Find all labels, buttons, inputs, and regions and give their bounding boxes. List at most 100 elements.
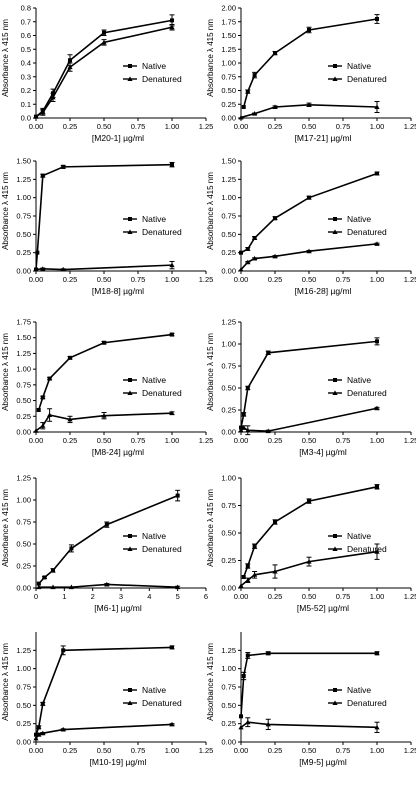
y-tick-label: 0.50 bbox=[16, 230, 31, 239]
legend: Native Denatured bbox=[123, 61, 182, 84]
chart-panel-M20-1: 0.0 0.1 0.2 0.3 0.4 0.5 0.6 0.7 0.8 0.00 0.25 0.50 0… bbox=[1, 4, 213, 144]
data-point-native bbox=[170, 162, 174, 167]
legend: Native Denatured bbox=[328, 214, 387, 237]
x-tick-label: 1 bbox=[62, 592, 66, 601]
x-tick-label: 1.00 bbox=[165, 275, 180, 284]
data-point-denatured bbox=[33, 266, 39, 272]
data-point-denatured bbox=[36, 584, 42, 590]
legend-label-denatured: Denatured bbox=[142, 74, 182, 84]
chart-panel-M17-21: 0.00 0.25 0.50 0.75 1.00 1.25 1.50 1.75 2.00 0.00… bbox=[206, 4, 416, 144]
y-tick-label: 0.75 bbox=[16, 683, 31, 692]
data-point-denatured bbox=[306, 102, 312, 107]
x-tick-label: 0.25 bbox=[268, 275, 283, 284]
y-tick-label: 0.50 bbox=[221, 701, 236, 710]
legend: Native Denatured bbox=[123, 214, 182, 237]
x-tick-label: 0.50 bbox=[97, 122, 112, 131]
x-tick-label: 1.00 bbox=[370, 592, 385, 601]
x-tick-label: 0.75 bbox=[336, 746, 351, 755]
y-axis-label: Absorbance λ 415 nm bbox=[206, 19, 215, 97]
legend-marker-denatured bbox=[127, 229, 133, 234]
data-point-denatured bbox=[101, 39, 107, 45]
y-tick-label: 0.50 bbox=[221, 86, 236, 95]
legend-label-native: Native bbox=[347, 214, 371, 224]
data-point-denatured bbox=[374, 405, 380, 411]
y-tick-label: 0.00 bbox=[221, 584, 236, 593]
x-tick-label: 0.00 bbox=[234, 122, 249, 131]
y-tick-label: 0.25 bbox=[16, 412, 31, 421]
data-point-denatured bbox=[252, 255, 258, 261]
data-point-denatured bbox=[104, 581, 110, 587]
y-tick-label: 0.25 bbox=[221, 406, 236, 415]
x-tick-label: 0.75 bbox=[131, 436, 146, 445]
legend-marker-denatured bbox=[127, 546, 133, 551]
x-tick-label: 1.25 bbox=[404, 592, 416, 601]
x-tick-label: 0.25 bbox=[268, 746, 283, 755]
data-point-denatured bbox=[272, 253, 278, 259]
data-point-denatured bbox=[36, 732, 42, 737]
x-tick-label: 1.25 bbox=[404, 436, 416, 445]
x-tick-label: 0.75 bbox=[131, 275, 146, 284]
x-tick-label: 0.00 bbox=[234, 592, 249, 601]
legend-label-native: Native bbox=[347, 685, 371, 695]
legend-label-denatured: Denatured bbox=[347, 74, 387, 84]
chart-panel-M18-8: 0.00 0.25 0.50 0.75 1.00 1.25 1.50 0.00 0.25 0.50… bbox=[1, 157, 213, 297]
x-tick-label: 0.75 bbox=[336, 592, 351, 601]
x-axis-label: [M9-5] µg/ml bbox=[299, 757, 347, 767]
series-line-denatured bbox=[35, 264, 173, 271]
x-axis-label: [M8-24] µg/ml bbox=[92, 447, 144, 457]
data-point-native bbox=[69, 546, 74, 551]
data-point-native bbox=[252, 73, 257, 78]
y-axis-label: Absorbance λ 415 nm bbox=[206, 172, 215, 250]
x-tick-label: 0.50 bbox=[302, 122, 317, 131]
data-point-native bbox=[245, 89, 250, 94]
x-axis-label: [M3-4] µg/ml bbox=[299, 447, 347, 457]
data-point-denatured bbox=[245, 719, 251, 725]
y-tick-label: 0.25 bbox=[16, 248, 31, 257]
data-point-native bbox=[307, 195, 311, 200]
x-tick-label: 1.25 bbox=[199, 122, 214, 131]
legend: Native Denatured bbox=[328, 375, 387, 398]
data-point-native bbox=[239, 714, 243, 719]
data-point-denatured bbox=[47, 412, 53, 418]
y-tick-label: 0.75 bbox=[221, 72, 236, 81]
legend-marker-native bbox=[128, 378, 132, 382]
data-point-native bbox=[241, 105, 246, 109]
data-point-denatured bbox=[50, 94, 56, 100]
legend: Native Denatured bbox=[328, 531, 387, 554]
x-tick-label: 0.50 bbox=[97, 746, 112, 755]
legend-label-native: Native bbox=[142, 531, 166, 541]
y-tick-label: 1.75 bbox=[221, 17, 236, 26]
data-point-denatured bbox=[169, 721, 175, 727]
legend-label-denatured: Denatured bbox=[142, 544, 182, 554]
legend-marker-denatured bbox=[332, 76, 338, 81]
y-tick-label: 0.25 bbox=[16, 719, 31, 728]
y-tick-label: 0.25 bbox=[221, 100, 236, 109]
x-axis-label: [M18-8] µg/ml bbox=[92, 286, 144, 296]
y-tick-label: 1.00 bbox=[16, 664, 31, 673]
y-tick-label: 0.0 bbox=[21, 114, 31, 123]
data-point-native bbox=[273, 520, 277, 524]
y-axis-label: Absorbance λ 415 nm bbox=[1, 489, 10, 567]
legend-label-denatured: Denatured bbox=[347, 388, 387, 398]
data-point-denatured bbox=[238, 114, 244, 120]
legend-label-native: Native bbox=[142, 685, 166, 695]
data-point-native bbox=[51, 568, 55, 573]
x-tick-label: 0.00 bbox=[29, 122, 44, 131]
data-point-native bbox=[36, 408, 41, 412]
data-point-native bbox=[61, 164, 66, 169]
series-line-denatured bbox=[240, 243, 378, 271]
legend-label-native: Native bbox=[142, 61, 166, 71]
data-point-native bbox=[245, 386, 250, 390]
y-tick-label: 1.25 bbox=[221, 45, 236, 54]
y-tick-label: 1.25 bbox=[221, 175, 236, 184]
data-point-denatured bbox=[238, 427, 244, 433]
legend-label-denatured: Denatured bbox=[347, 698, 387, 708]
y-tick-label: 0.6 bbox=[21, 31, 31, 40]
data-point-native bbox=[68, 355, 72, 360]
y-tick-label: 0.00 bbox=[16, 428, 31, 437]
data-point-native bbox=[40, 395, 45, 400]
y-tick-label: 2.00 bbox=[221, 4, 236, 13]
data-point-native bbox=[61, 648, 66, 653]
y-tick-label: 0.50 bbox=[221, 529, 236, 538]
data-point-native bbox=[170, 18, 174, 23]
